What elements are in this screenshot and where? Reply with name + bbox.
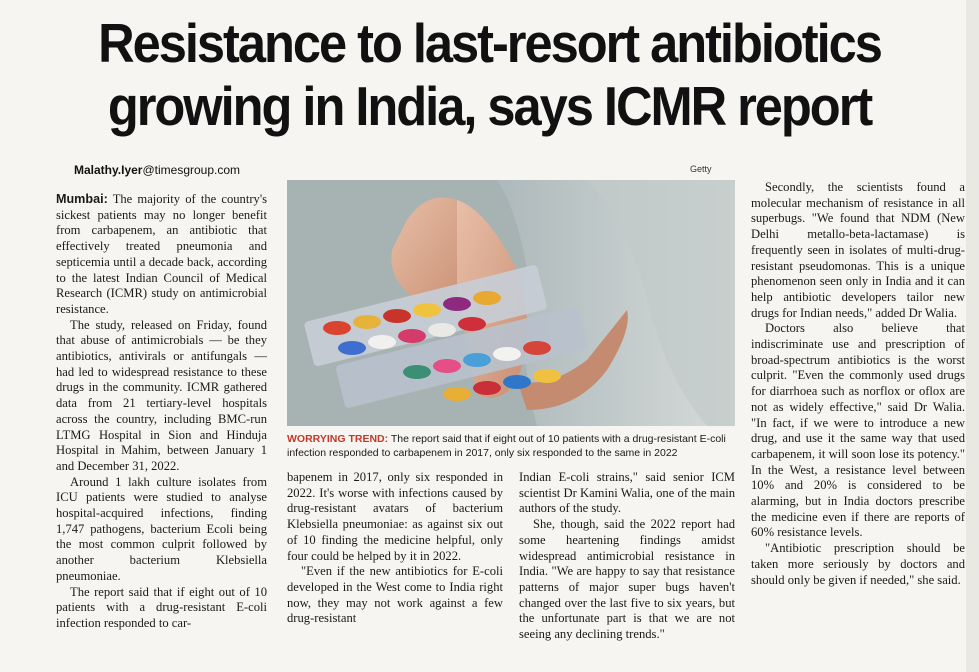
article-paragraph: Secondly, the scientists found a molecul… [751,180,965,320]
photo-caption: WORRYING TREND: The report said that if … [287,432,735,460]
article-column-2: bapenem in 2017, only six responded in 2… [287,470,503,627]
page-edge [966,0,979,672]
hand-holding-pills-image [287,180,735,426]
article-paragraph: "Even if the new antibiotics for E-coli … [287,564,503,626]
headline-line-1: Resistance to last-resort antibiotics [98,12,883,74]
byline-email-domain: @timesgroup.com [142,163,241,177]
article-paragraph: Mumbai: The majority of the country's si… [56,192,267,316]
article-paragraph: Doctors also believe that indiscriminate… [751,321,965,540]
pills-photo [287,180,735,426]
article-column-4: Secondly, the scientists found a molecul… [751,180,965,588]
article-paragraph: She, though, said the 2022 report had so… [519,517,735,642]
caption-text: The report said that if eight out of 10 … [287,433,726,459]
headline-line-2: growing in India, says ICMR report [107,75,873,137]
caption-kicker: WORRYING TREND: [287,433,389,445]
headline: Resistance to last-resort antibiotics gr… [52,12,927,138]
photo-credit: Getty [690,164,712,174]
article-paragraph: Indian E-coli strains," said senior ICM … [519,470,735,516]
article-paragraph: The report said that if eight out of 10 … [56,584,267,630]
byline-name: Malathy.Iyer [74,163,143,177]
article-paragraph: bapenem in 2017, only six responded in 2… [287,470,503,563]
byline: Malathy.Iyer@timesgroup.com [74,163,240,177]
article-paragraph: "Antibiotic prescription should be taken… [751,541,965,587]
article-column-3: Indian E-coli strains," said senior ICM … [519,470,735,643]
dateline: Mumbai: [56,192,108,206]
article-paragraph: The study, released on Friday, found tha… [56,317,267,473]
article-column-1: Mumbai: The majority of the country's si… [56,192,267,632]
article-paragraph: Around 1 lakh culture isolates from ICU … [56,474,267,583]
